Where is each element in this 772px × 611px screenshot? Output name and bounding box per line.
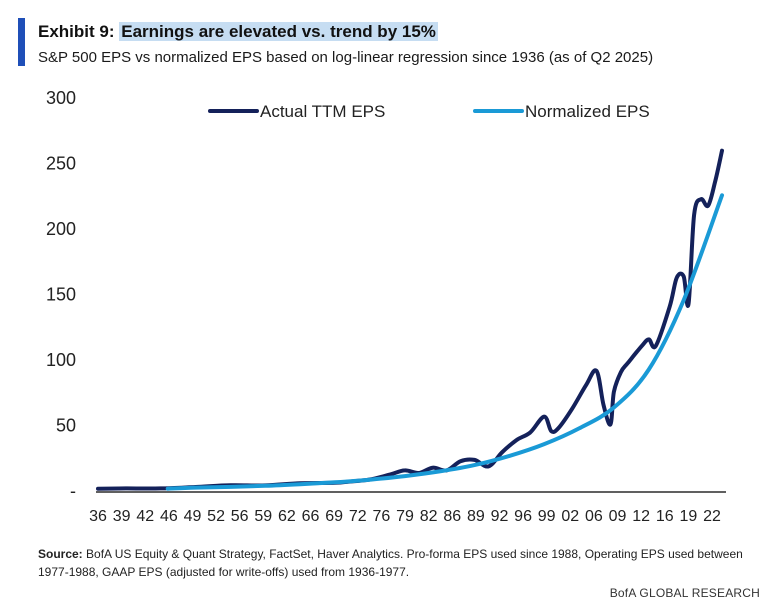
x-tick-label: 99 (538, 508, 556, 525)
x-tick-label: 02 (561, 508, 579, 525)
y-tick-label: 200 (46, 219, 76, 239)
exhibit-label: Exhibit 9: (38, 22, 115, 41)
x-tick-label: 56 (231, 508, 249, 525)
series-line-actual-ttm-eps (96, 148, 724, 491)
x-tick-label: 89 (467, 508, 485, 525)
x-tick-label: 79 (396, 508, 414, 525)
x-tick-label: 96 (514, 508, 532, 525)
x-tick-label: 06 (585, 508, 603, 525)
y-tick-label: 50 (56, 416, 76, 436)
chart-subtitle: S&P 500 EPS vs normalized EPS based on l… (38, 49, 654, 66)
x-tick-label: 72 (349, 508, 367, 525)
y-tick-label: 100 (46, 350, 76, 370)
series-line-normalized-eps (165, 193, 724, 491)
x-tick-label: 12 (632, 508, 650, 525)
x-tick-label: 19 (679, 508, 697, 525)
x-tick-label: 69 (325, 508, 343, 525)
x-tick-label: 92 (491, 508, 509, 525)
x-tick-label: 62 (278, 508, 296, 525)
y-tick-label: 300 (46, 88, 76, 108)
x-tick-label: 82 (420, 508, 438, 525)
x-tick-label: 59 (254, 508, 272, 525)
title-highlight: Earnings are elevated vs. trend by 15% (119, 22, 438, 41)
legend-label-1: Normalized EPS (525, 102, 650, 121)
chart-title: Exhibit 9: Earnings are elevated vs. tre… (38, 22, 438, 42)
x-tick-label: 36 (89, 508, 107, 525)
x-tick-label: 22 (703, 508, 721, 525)
x-tick-label: 46 (160, 508, 178, 525)
y-tick-label: 250 (46, 154, 76, 174)
source-label: Source: (38, 547, 83, 561)
x-tick-label: 49 (184, 508, 202, 525)
x-tick-label: 09 (609, 508, 627, 525)
y-tick-label: 150 (46, 285, 76, 305)
source-text: BofA US Equity & Quant Strategy, FactSet… (38, 547, 743, 579)
y-tick-label: - (70, 481, 76, 501)
x-tick-label: 76 (372, 508, 390, 525)
accent-bar (18, 18, 25, 66)
x-tick-label: 86 (443, 508, 461, 525)
x-tick-label: 39 (113, 508, 131, 525)
legend-label-0: Actual TTM EPS (260, 102, 385, 121)
eps-line-chart: 300 250 200 150 100 50 -36 39 42 46 49 52 56 59 62 66 69… (46, 88, 726, 525)
brand-label: BofA GLOBAL RESEARCH (609, 586, 760, 600)
x-tick-label: 66 (302, 508, 320, 525)
x-tick-label: 16 (656, 508, 674, 525)
x-tick-label: 52 (207, 508, 225, 525)
source-note: Source: BofA US Equity & Quant Strategy,… (38, 545, 758, 581)
x-tick-label: 42 (136, 508, 154, 525)
